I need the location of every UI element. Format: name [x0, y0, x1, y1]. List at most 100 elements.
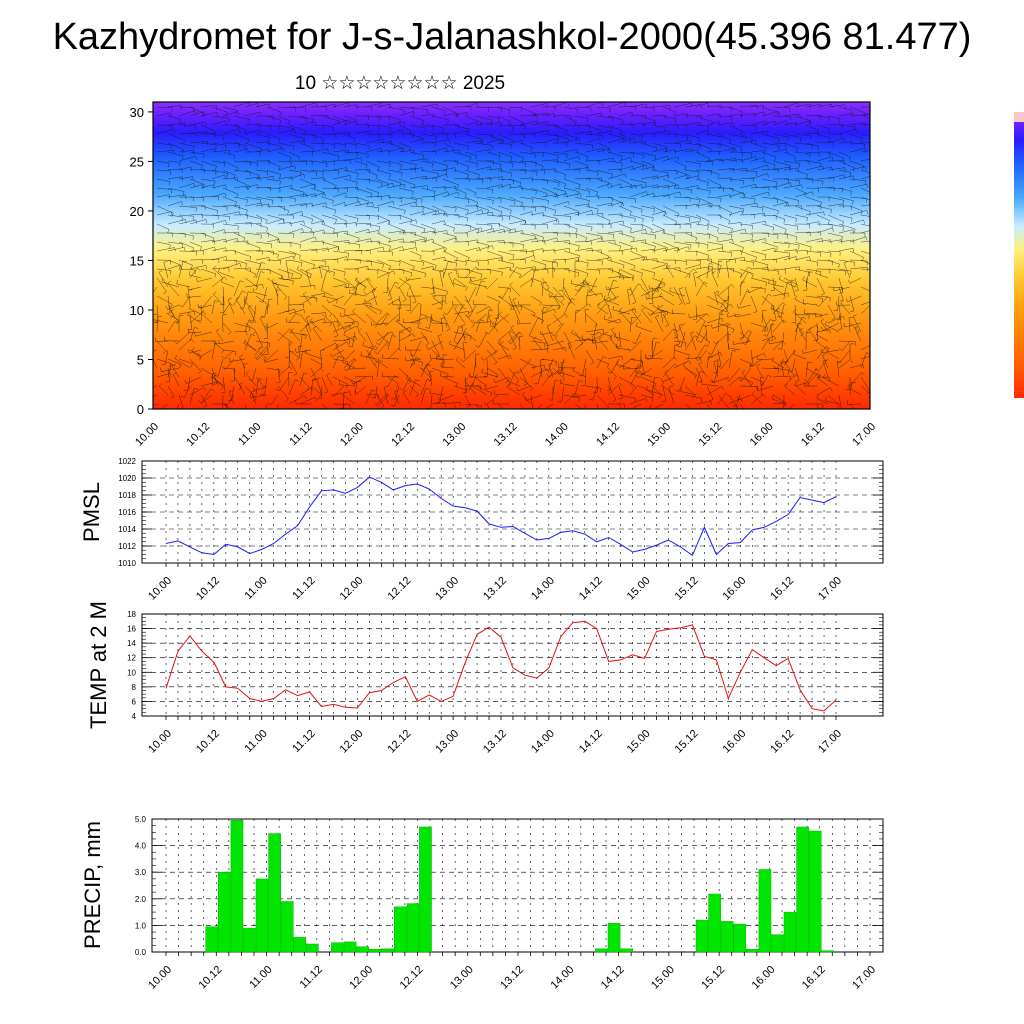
- precip-bar: [746, 949, 759, 953]
- wind-barb: [189, 205, 206, 210]
- wind-barb: [288, 250, 301, 260]
- wind-barb: [684, 268, 697, 279]
- wind-barb: [541, 358, 557, 366]
- wind-barb: [552, 201, 570, 207]
- wind-barb: [651, 385, 662, 399]
- wind-barb: [848, 317, 854, 333]
- precip-bars: [205, 820, 835, 953]
- wind-barb: [750, 250, 767, 259]
- wind-barb: [563, 393, 579, 405]
- wind-barb: [552, 124, 568, 135]
- wind-barb: [596, 239, 616, 245]
- wind-barb: [211, 150, 231, 155]
- wind-barb: [497, 178, 515, 185]
- wind-barb: [211, 142, 227, 150]
- wind-barb: [167, 105, 183, 110]
- wind-barb: [341, 358, 356, 369]
- wind-barb: [838, 160, 856, 172]
- wind-barb: [167, 259, 181, 269]
- wind-barb: [778, 275, 796, 288]
- wind-barb: [739, 239, 754, 244]
- wind-barb: [453, 277, 468, 291]
- wind-barb: [706, 232, 719, 242]
- wind-barb: [717, 148, 737, 153]
- wind-barb: [387, 268, 405, 275]
- wind-barb: [783, 167, 799, 172]
- wind-barb: [475, 142, 494, 150]
- wind-barb: [585, 291, 592, 306]
- wind-barb: [607, 304, 612, 319]
- wind-barb: [593, 376, 598, 393]
- wind-barb: [277, 160, 292, 167]
- wind-barb: [827, 196, 845, 205]
- wind-barb: [442, 205, 457, 212]
- wind-barb: [305, 349, 323, 360]
- x-tick-label: 13.12: [481, 575, 509, 603]
- wind-barb: [684, 214, 701, 223]
- y-tick-label: 18: [127, 610, 136, 619]
- wind-barb: [581, 367, 587, 386]
- wind-barb: [640, 121, 656, 126]
- wind-barb: [398, 133, 414, 138]
- wind-barb: [342, 349, 356, 360]
- wind-barb: [332, 230, 349, 236]
- wind-barb: [178, 259, 193, 269]
- wind-barb: [508, 249, 527, 254]
- wind-barb: [186, 293, 202, 298]
- wind-barb: [387, 129, 404, 135]
- wind-barb: [486, 168, 502, 173]
- wind-barb: [464, 133, 483, 144]
- wind-barb: [497, 124, 514, 131]
- wind-barb: [585, 133, 604, 140]
- wind-barb: [739, 112, 757, 118]
- wind-barb: [211, 229, 226, 234]
- wind-barb: [640, 232, 657, 240]
- wind-barb: [167, 176, 184, 181]
- wind-barb: [420, 223, 436, 234]
- wind-barb: [486, 222, 500, 228]
- wind-barb: [464, 160, 478, 168]
- wind-barb: [772, 268, 786, 274]
- wind-barb: [551, 322, 565, 337]
- wind-barb: [321, 196, 334, 205]
- wind-barb: [750, 238, 767, 243]
- wind-barb: [178, 214, 194, 221]
- wind-barb: [288, 193, 308, 198]
- wind-barb: [507, 331, 521, 345]
- wind-barb: [816, 376, 830, 382]
- wind-barb: [585, 195, 600, 200]
- wind-barb: [768, 279, 785, 288]
- wind-barb: [641, 307, 653, 324]
- wind-barb: [772, 241, 790, 249]
- wind-barb: [640, 376, 657, 388]
- wind-barb: [530, 142, 546, 147]
- wind-barb: [783, 160, 801, 168]
- x-tick-label: 11.12: [287, 421, 314, 448]
- wind-barb: [816, 115, 830, 122]
- wind-barb: [750, 173, 769, 180]
- wind-barb: [791, 304, 797, 323]
- wind-barb: [728, 205, 744, 213]
- wind-barb: [849, 259, 868, 266]
- wind-barb: [552, 160, 571, 168]
- wind-barb: [805, 250, 822, 257]
- wind-barb: [453, 223, 472, 230]
- wind-barb: [552, 169, 567, 179]
- wind-barb: [651, 259, 668, 268]
- wind-barb: [244, 232, 262, 240]
- wind-barb: [474, 373, 488, 387]
- wind-barb: [420, 286, 435, 293]
- wind-barb: [158, 270, 169, 288]
- wind-barb: [761, 310, 767, 324]
- pmsl-series-line: [165, 476, 837, 557]
- wind-barb: [431, 139, 451, 144]
- wind-barb: [277, 222, 292, 227]
- y-tick-label: 8: [132, 683, 137, 692]
- wind-barb: [222, 250, 236, 255]
- wind-barb: [376, 270, 396, 279]
- wind-barb: [695, 281, 708, 297]
- x-tick-label: 15.12: [697, 421, 725, 449]
- wind-barb: [299, 295, 318, 303]
- wind-barb: [398, 201, 417, 207]
